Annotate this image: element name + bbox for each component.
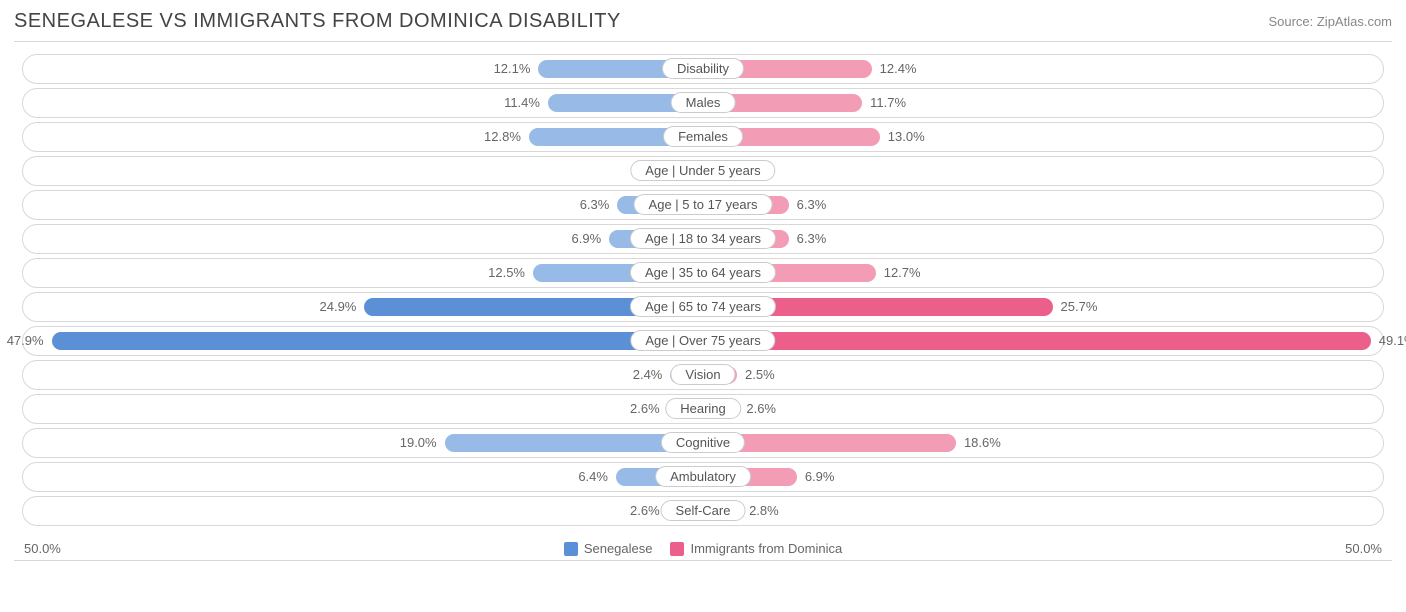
legend-item-right: Immigrants from Dominica: [670, 541, 842, 556]
right-half: 12.7%: [703, 259, 1383, 287]
value-label-right: 2.5%: [745, 366, 775, 384]
right-half: 1.4%: [703, 157, 1383, 185]
category-label: Self-Care: [661, 500, 746, 521]
value-label-left: 12.1%: [494, 60, 531, 78]
rows-container: 12.1% 12.4% Disability 11.4% 11.7% Males 12.8%…: [14, 54, 1392, 526]
value-label-left: 2.6%: [630, 502, 660, 520]
value-label-right: 18.6%: [964, 434, 1001, 452]
right-half: 11.7%: [703, 89, 1383, 117]
chart-row: 12.1% 12.4% Disability: [22, 54, 1384, 84]
value-label-right: 11.7%: [870, 94, 906, 112]
value-label-right: 12.7%: [884, 264, 921, 282]
chart-row: 2.6% 2.8%Self-Care: [22, 496, 1384, 526]
value-label-left: 12.5%: [488, 264, 525, 282]
value-label-right: 2.6%: [746, 400, 776, 418]
chart-row: 19.0% 18.6% Cognitive: [22, 428, 1384, 458]
chart-row: 2.6% 2.6% Hearing: [22, 394, 1384, 424]
category-label: Vision: [670, 364, 735, 385]
value-label-left: 6.3%: [580, 196, 610, 214]
category-label: Age | 5 to 17 years: [634, 194, 773, 215]
value-label-left: 2.4%: [633, 366, 663, 384]
value-label-right: 6.3%: [797, 196, 827, 214]
value-label-right: 2.8%: [749, 502, 779, 520]
left-half: 12.1%: [23, 55, 703, 83]
chart-row: 12.8% 13.0% Females: [22, 122, 1384, 152]
chart-row: 1.2%1.4%Age | Under 5 years: [22, 156, 1384, 186]
left-half: 19.0%: [23, 429, 703, 457]
right-half: 18.6%: [703, 429, 1383, 457]
value-label-right: 49.1%: [1379, 332, 1406, 350]
category-label: Disability: [662, 58, 744, 79]
chart-row: 2.4% 2.5% Vision: [22, 360, 1384, 390]
bar-right: [703, 332, 1371, 350]
chart-body: 12.1% 12.4% Disability 11.4% 11.7% Males 12.8%…: [14, 41, 1392, 561]
legend-item-left: Senegalese: [564, 541, 653, 556]
value-label-left: 11.4%: [504, 94, 540, 112]
value-label-right: 6.3%: [797, 230, 827, 248]
category-label: Hearing: [665, 398, 741, 419]
value-label-left: 2.6%: [630, 400, 660, 418]
right-half: 12.4%: [703, 55, 1383, 83]
chart-row: 12.5% 12.7% Age | 35 to 64 years: [22, 258, 1384, 288]
value-label-left: 47.9%: [7, 332, 44, 350]
value-label-left: 6.4%: [578, 468, 608, 486]
chart-header: SENEGALESE VS IMMIGRANTS FROM DOMINICA D…: [0, 0, 1406, 41]
value-label-left: 19.0%: [400, 434, 437, 452]
category-label: Age | 65 to 74 years: [630, 296, 776, 317]
right-half: 49.1%: [703, 327, 1383, 355]
left-half: 1.2%: [23, 157, 703, 185]
value-label-left: 24.9%: [320, 298, 357, 316]
right-half: 2.5%: [703, 361, 1383, 389]
left-half: 47.9%: [23, 327, 703, 355]
legend-swatch-right: [670, 542, 684, 556]
category-label: Age | Under 5 years: [630, 160, 775, 181]
left-half: 2.6%: [23, 395, 703, 423]
legend: Senegalese Immigrants from Dominica: [564, 541, 842, 556]
value-label-right: 6.9%: [805, 468, 835, 486]
left-half: 2.6%: [23, 497, 703, 525]
left-half: 6.9%: [23, 225, 703, 253]
left-half: 6.4%: [23, 463, 703, 491]
value-label-right: 13.0%: [888, 128, 925, 146]
chart-footer: 50.0% Senegalese Immigrants from Dominic…: [14, 541, 1392, 556]
right-half: 6.3%: [703, 225, 1383, 253]
chart-row: 24.9% 25.7% Age | 65 to 74 years: [22, 292, 1384, 322]
category-label: Age | Over 75 years: [630, 330, 775, 351]
category-label: Ambulatory: [655, 466, 751, 487]
chart-row: 6.4% 6.9% Ambulatory: [22, 462, 1384, 492]
axis-max-right: 50.0%: [1345, 541, 1382, 556]
left-half: 24.9%: [23, 293, 703, 321]
right-half: 2.8%: [703, 497, 1383, 525]
chart-title: SENEGALESE VS IMMIGRANTS FROM DOMINICA D…: [14, 10, 621, 33]
chart-row: 47.9%49.1%Age | Over 75 years: [22, 326, 1384, 356]
bar-left: [52, 332, 703, 350]
legend-swatch-left: [564, 542, 578, 556]
right-half: 13.0%: [703, 123, 1383, 151]
left-half: 2.4%: [23, 361, 703, 389]
axis-max-left: 50.0%: [24, 541, 61, 556]
right-half: 6.3%: [703, 191, 1383, 219]
category-label: Age | 35 to 64 years: [630, 262, 776, 283]
value-label-right: 25.7%: [1061, 298, 1098, 316]
category-label: Cognitive: [661, 432, 745, 453]
right-half: 25.7%: [703, 293, 1383, 321]
left-half: 6.3%: [23, 191, 703, 219]
right-half: 2.6%: [703, 395, 1383, 423]
value-label-left: 6.9%: [572, 230, 602, 248]
category-label: Age | 18 to 34 years: [630, 228, 776, 249]
source-attribution: Source: ZipAtlas.com: [1268, 14, 1392, 29]
left-half: 11.4%: [23, 89, 703, 117]
category-label: Males: [671, 92, 736, 113]
left-half: 12.5%: [23, 259, 703, 287]
chart-row: 11.4% 11.7% Males: [22, 88, 1384, 118]
legend-label-left: Senegalese: [584, 541, 653, 556]
value-label-left: 12.8%: [484, 128, 521, 146]
right-half: 6.9%: [703, 463, 1383, 491]
category-label: Females: [663, 126, 743, 147]
left-half: 12.8%: [23, 123, 703, 151]
chart-row: 6.9% 6.3% Age | 18 to 34 years: [22, 224, 1384, 254]
chart-row: 6.3% 6.3% Age | 5 to 17 years: [22, 190, 1384, 220]
value-label-right: 12.4%: [880, 60, 917, 78]
legend-label-right: Immigrants from Dominica: [690, 541, 842, 556]
